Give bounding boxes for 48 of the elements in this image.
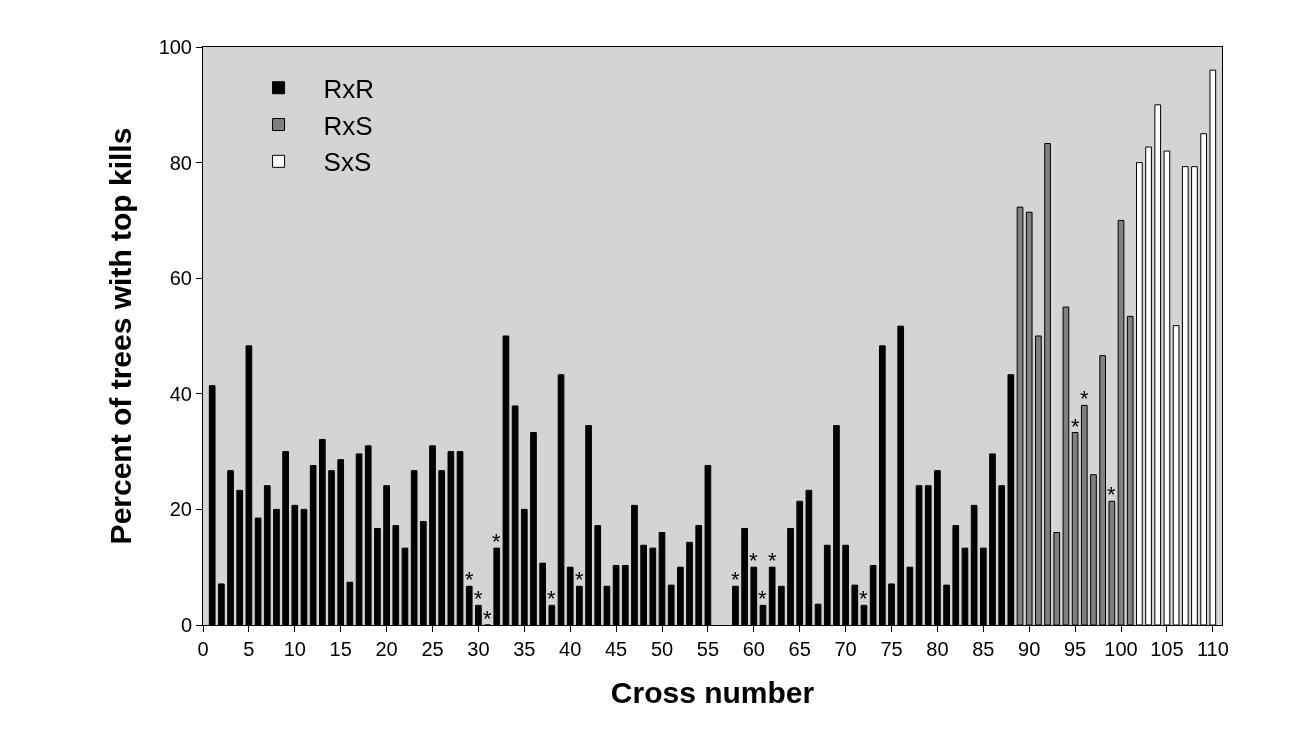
x-tick-label: 70 — [834, 638, 857, 660]
y-tick-label: 40 — [169, 382, 192, 405]
x-tick-label: 75 — [880, 638, 903, 660]
legend-label: SxS — [323, 147, 372, 178]
annotation: * — [575, 567, 584, 592]
x-tick-label: 30 — [467, 638, 490, 660]
legend-label: RxS — [323, 110, 373, 141]
x-tick-label: 110 — [1196, 638, 1229, 660]
x-tick-label: 40 — [559, 638, 582, 660]
x-tick-label: 85 — [972, 638, 995, 660]
y-tick-label: 0 — [180, 614, 192, 636]
x-tick-label: 55 — [696, 638, 720, 660]
annotation: * — [465, 567, 474, 592]
x-tick-label: 80 — [926, 638, 949, 660]
x-tick-label: 5 — [243, 638, 255, 660]
annotation: * — [547, 586, 556, 611]
y-axis-title: Percent of trees with top kills — [103, 127, 137, 545]
x-tick-label: 50 — [650, 638, 674, 660]
legend-label: RxR — [323, 73, 375, 104]
x-tick-label: 20 — [375, 638, 398, 660]
annotation: * — [1071, 414, 1080, 439]
x-tick-label: 25 — [421, 638, 444, 660]
x-axis-title: Cross number — [610, 675, 815, 709]
annotation: * — [1107, 482, 1116, 507]
x-tick-label: 105 — [1150, 638, 1184, 660]
x-tick-label: 90 — [1018, 638, 1041, 660]
x-tick-label: 10 — [283, 638, 306, 660]
x-tick-label: 60 — [742, 638, 765, 660]
y-tick-label: 100 — [158, 36, 192, 58]
x-tick-label: 100 — [1104, 638, 1138, 660]
annotation: * — [859, 586, 868, 611]
annotation: * — [483, 606, 492, 631]
annotation: * — [474, 586, 483, 611]
y-tick-label: 80 — [169, 151, 192, 174]
annotation: * — [1080, 386, 1089, 411]
annotation: * — [749, 548, 758, 573]
y-tick-label: 60 — [169, 267, 192, 290]
annotation: * — [768, 548, 777, 573]
x-tick-label: 95 — [1063, 638, 1087, 660]
x-tick-label: 15 — [329, 638, 352, 660]
annotation: * — [492, 529, 501, 554]
annotation: * — [731, 567, 740, 592]
x-tick-label: 45 — [604, 638, 628, 660]
x-tick-label: 0 — [197, 638, 209, 660]
x-tick-label: 65 — [788, 638, 811, 660]
y-tick-label: 20 — [169, 498, 192, 521]
annotation: * — [758, 586, 767, 611]
x-tick-label: 35 — [513, 638, 536, 660]
